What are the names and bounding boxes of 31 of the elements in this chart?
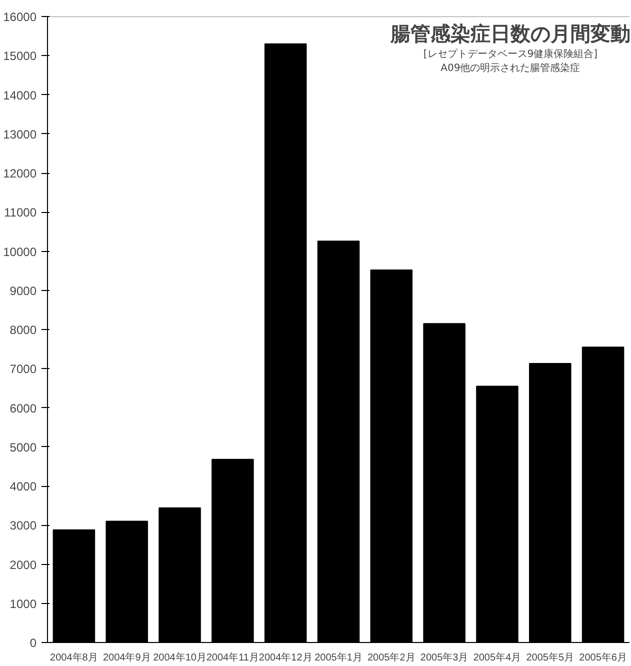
y-tick-label: 7000	[10, 362, 37, 376]
x-tick-label: 2004年9月	[102, 652, 151, 664]
y-tick-label: 2000	[10, 558, 37, 572]
y-tick-label: 13000	[3, 127, 37, 142]
y-tick-label: 12000	[3, 166, 37, 180]
y-tick-label: 0	[30, 636, 37, 650]
chart-title: 腸管感染症日数の月間変動	[389, 22, 630, 46]
x-tick-label: 2004年12月	[258, 652, 312, 664]
y-tick-label: 14000	[3, 88, 37, 102]
x-tick-label: 2005年4月	[473, 652, 522, 664]
y-tick-label: 3000	[10, 518, 37, 533]
x-tick-label: 2005年3月	[420, 652, 468, 664]
y-tick-label: 10000	[3, 244, 37, 259]
text: [レセプトデータベース9健康保険組合]	[423, 48, 598, 60]
y-tick-label: 6000	[10, 401, 37, 416]
y-tick-label: 11000	[4, 206, 37, 220]
y-tick-label: 9000	[10, 284, 37, 298]
y-tick-label: 4000	[10, 480, 37, 494]
x-tick-label: 2004年8月	[50, 652, 98, 664]
x-tick-label: 2004年10月	[153, 652, 206, 664]
x-tick-label: 2005年1月	[314, 652, 362, 664]
annotation: A09他の明示された腸管感染症	[440, 62, 580, 74]
y-tick-label: 8000	[10, 323, 37, 337]
y-tick-label: 5000	[10, 440, 37, 454]
y-tick-label: 15000	[3, 49, 37, 64]
x-tick-label: 2004年11月	[206, 652, 260, 664]
x-tick-label: 2005年2月	[368, 652, 416, 664]
x-tick-label: 2005年6月	[579, 652, 627, 664]
y-tick-label: 1000	[10, 596, 37, 611]
y-tick-label: 16000	[3, 10, 37, 24]
x-tick-label: 2005年5月	[526, 652, 574, 664]
